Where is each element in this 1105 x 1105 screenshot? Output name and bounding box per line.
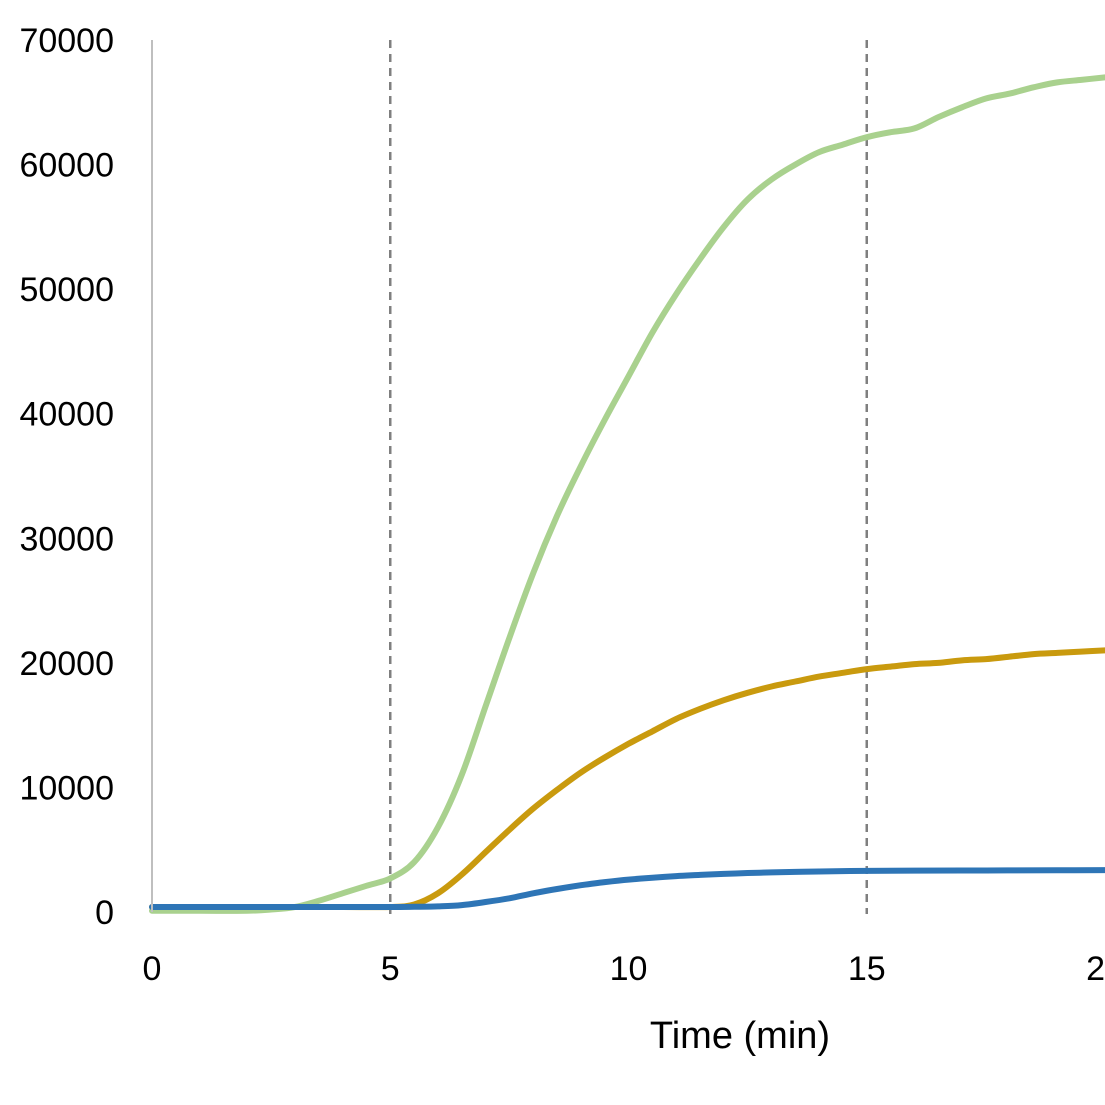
y-tick-label: 60000 [19,147,114,185]
x-tick-label: 10 [610,950,648,988]
series-line-0 [149,74,1105,914]
y-tick-label: 30000 [19,520,114,558]
y-tick-label: 10000 [19,769,114,807]
series-line-2 [149,867,1105,911]
x-tick-label: 15 [848,950,886,988]
y-tick-label: 0 [95,894,114,932]
y-tick-label: 50000 [19,271,114,309]
x-tick-labels: 0 5 10 15 20 [143,950,1105,988]
reference-lines [389,40,868,914]
x-tick-label: 0 [143,950,162,988]
y-tick-label: 70000 [19,22,114,60]
x-axis-title: Time (min) [650,1015,830,1057]
series-group [149,74,1105,914]
y-tick-label: 40000 [19,396,114,434]
y-tick-labels: 0 10000 20000 30000 40000 50000 60000 70000 [19,22,114,932]
y-tick-label: 20000 [19,645,114,683]
x-tick-label: 5 [381,950,400,988]
x-tick-label: 20 [1086,950,1105,988]
